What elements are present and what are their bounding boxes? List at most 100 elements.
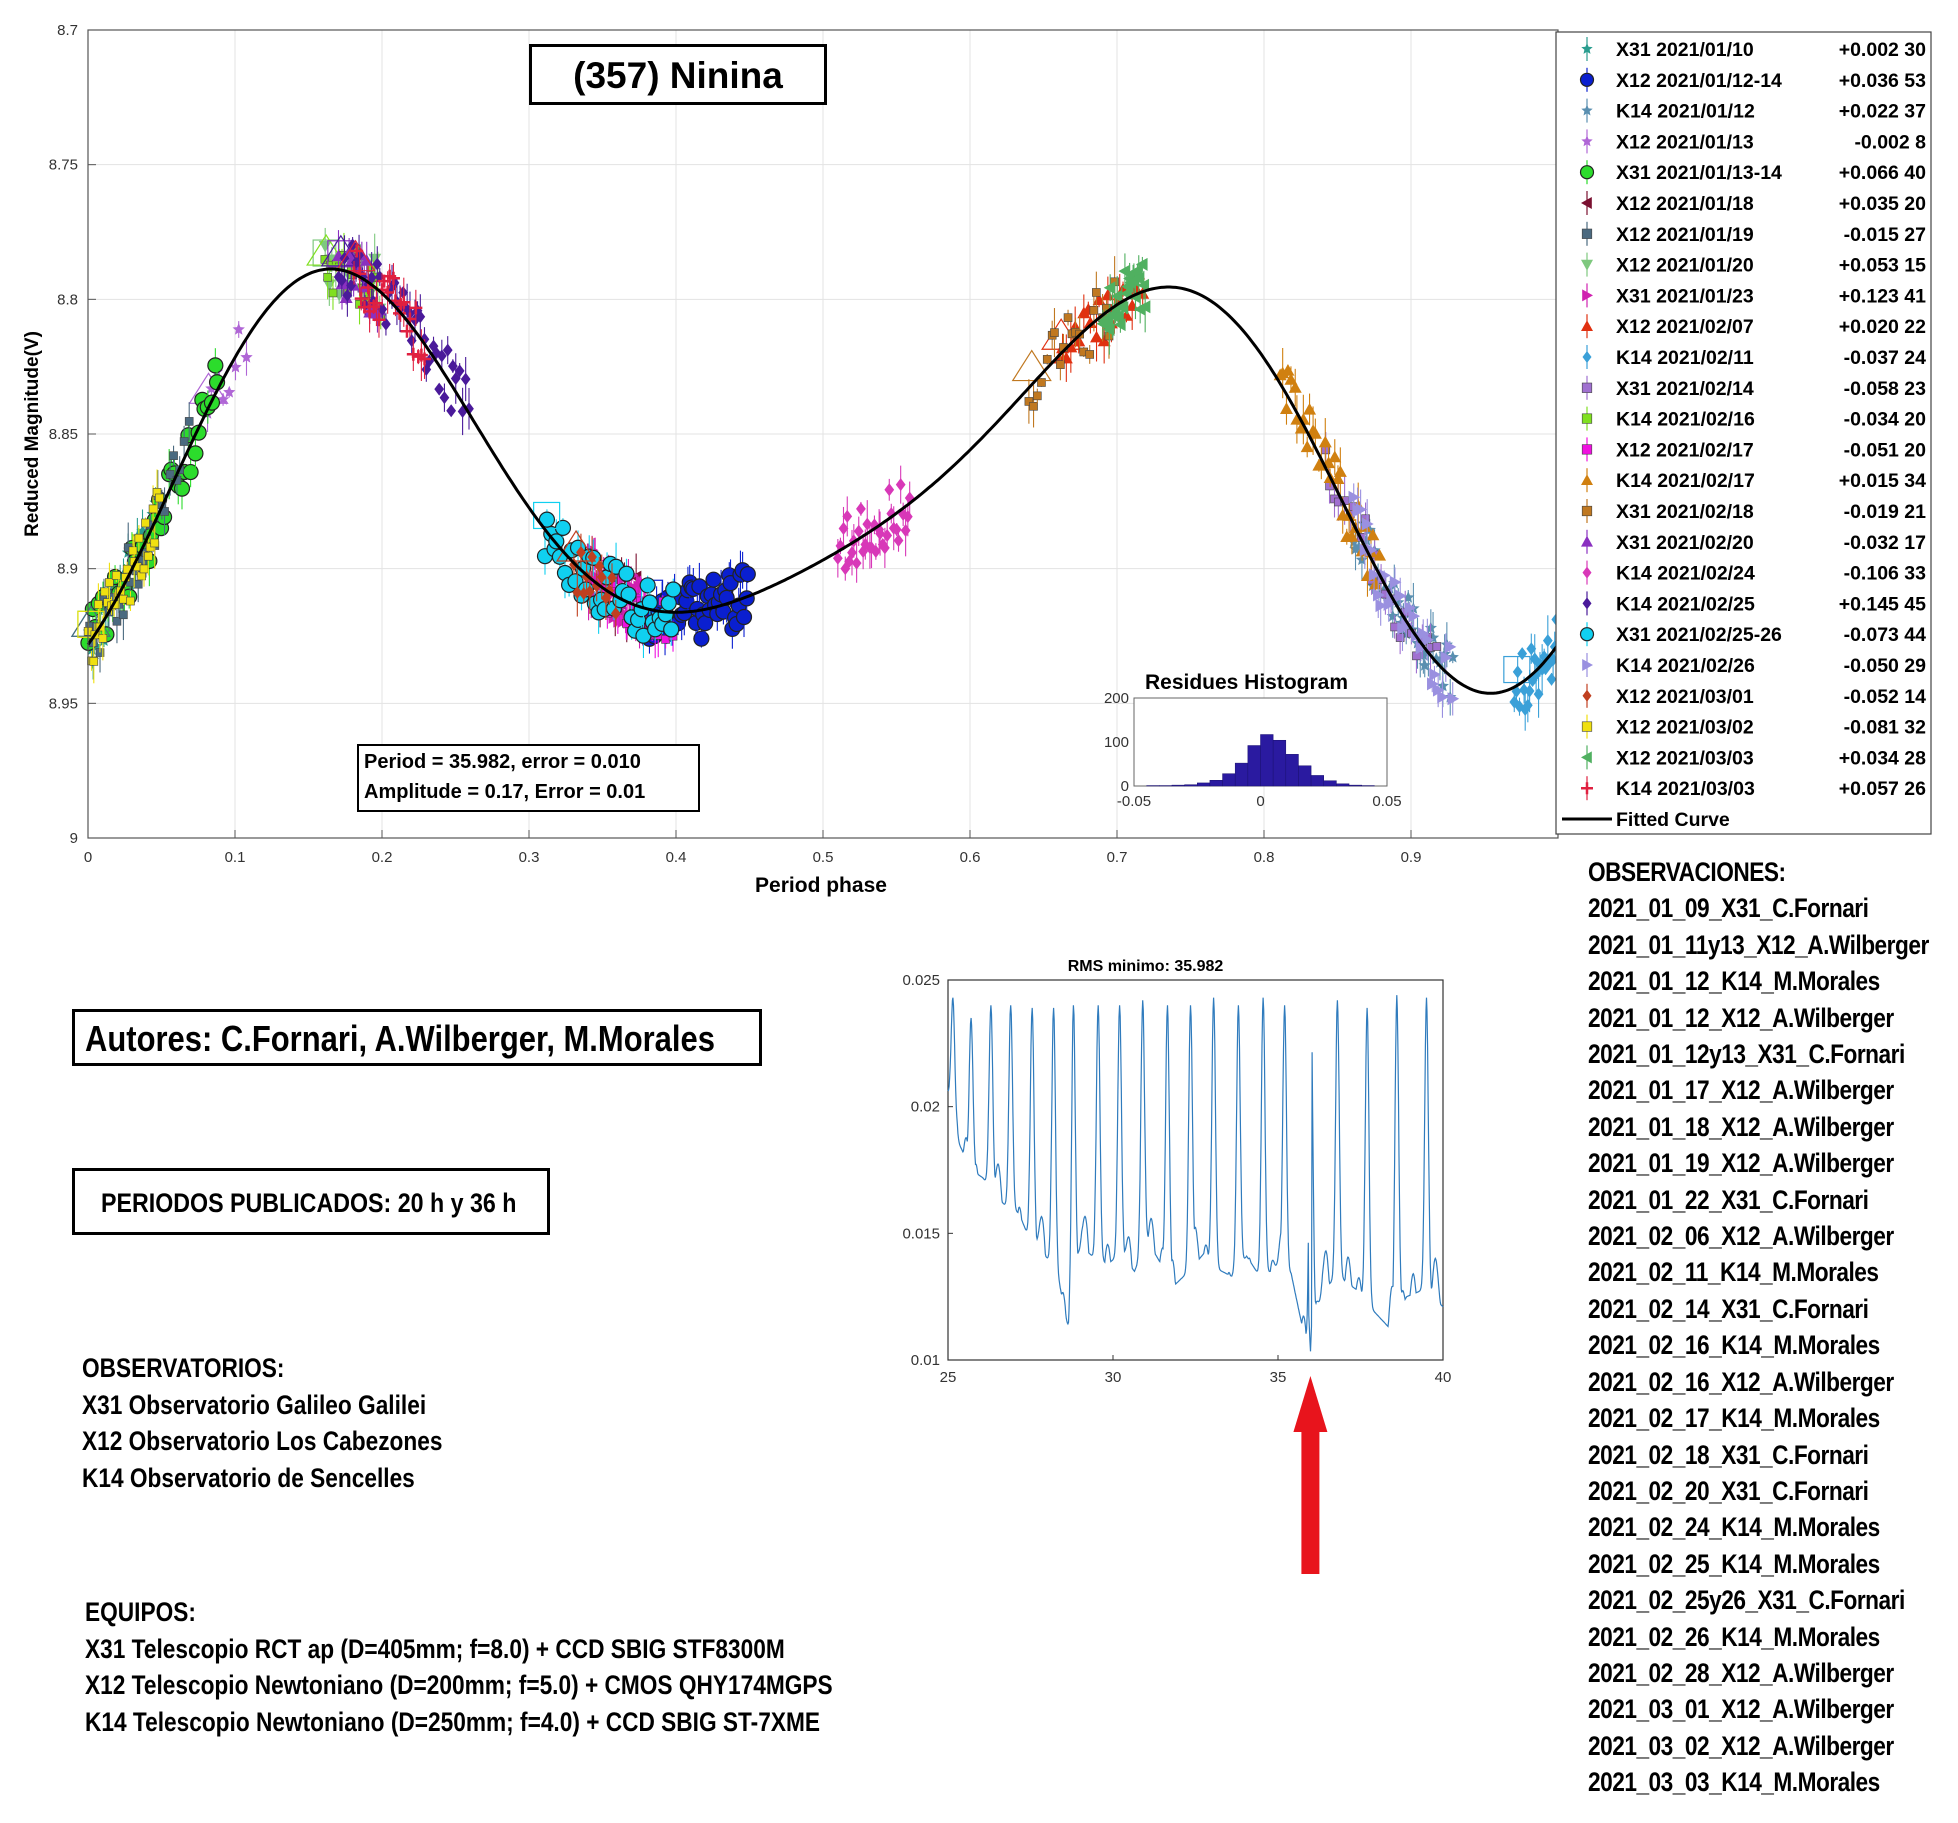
- x-tick-label: 0.1: [225, 849, 246, 866]
- data-point: [180, 438, 188, 446]
- y-tick-label: 8.8: [57, 291, 78, 308]
- observation-line: 2021_01_22_X31_C.Fornari: [1588, 1182, 1929, 1218]
- histogram-bar: [1298, 766, 1311, 786]
- data-point: [134, 580, 142, 588]
- chart-title: (357) Ninina: [532, 55, 824, 97]
- legend-label: K14 2021/02/26: [1616, 655, 1755, 677]
- observation-line: 2021_01_12_X12_A.Wilberger: [1588, 1000, 1929, 1036]
- main-data-points: [72, 228, 1561, 731]
- x-tick-label: 0.3: [519, 849, 540, 866]
- y-tick-label: 8.85: [49, 426, 78, 443]
- data-point: [1056, 361, 1064, 369]
- data-point: [666, 582, 681, 597]
- series-18: [322, 235, 474, 435]
- observatories-title: OBSERVATORIOS:: [82, 1350, 442, 1387]
- y-tick-label: 8.75: [49, 157, 78, 174]
- periodogram-y-tick-label: 0.01: [911, 1352, 940, 1369]
- periodogram-y-tick-label: 0.02: [911, 1099, 940, 1116]
- observation-line: 2021_01_12_K14_M.Morales: [1588, 963, 1929, 999]
- legend-label: X31 2021/01/10: [1616, 39, 1754, 61]
- data-point: [94, 600, 102, 608]
- data-point: [129, 547, 137, 555]
- legend-label: K14 2021/02/24: [1616, 563, 1755, 585]
- data-point: [1429, 668, 1441, 681]
- data-point: [640, 578, 655, 593]
- histogram-bar: [1197, 783, 1210, 786]
- equipment-section: EQUIPOS: X31 Telescopio RCT ap (D=405mm;…: [85, 1594, 975, 1740]
- equipment-line: K14 Telescopio Newtoniano (D=250mm; f=4.…: [85, 1704, 833, 1741]
- legend-label: K14 2021/02/17: [1616, 470, 1755, 492]
- legend-offset: +0.145 45: [1839, 593, 1926, 615]
- histogram-bar: [1273, 740, 1286, 786]
- legend-offset: -0.081 32: [1844, 717, 1927, 739]
- periodogram-x-tick-label: 25: [940, 1369, 957, 1386]
- data-point: [1334, 465, 1347, 477]
- observation-line: 2021_02_11_K14_M.Morales: [1588, 1254, 1929, 1290]
- legend-label: X12 2021/03/02: [1616, 717, 1754, 739]
- data-point: [1433, 643, 1441, 651]
- data-point: [901, 524, 911, 537]
- histogram-bar: [1185, 785, 1198, 786]
- y-tick-label: 8.7: [57, 22, 78, 39]
- period-line: Period = 35.982, error = 0.010: [364, 751, 641, 774]
- observation-line: 2021_02_16_X12_A.Wilberger: [1588, 1364, 1929, 1400]
- legend-label: X31 2021/02/20: [1616, 532, 1754, 554]
- legend-fit-label: Fitted Curve: [1616, 809, 1730, 831]
- legend-label: X31 2021/02/25-26: [1616, 624, 1782, 646]
- observatory-line: X12 Observatorio Los Cabezones: [82, 1423, 442, 1460]
- legend-marker: [1582, 445, 1592, 455]
- observation-line: 2021_02_14_X31_C.Fornari: [1588, 1291, 1929, 1327]
- legend-offset: -0.073 44: [1844, 624, 1927, 646]
- histogram-title: Residues Histogram: [1145, 671, 1348, 694]
- legend-offset: -0.002 8: [1854, 131, 1926, 153]
- x-axis-label: Period phase: [755, 874, 887, 897]
- equipment-line: X12 Telescopio Newtoniano (D=200mm; f=5.…: [85, 1667, 833, 1704]
- legend-offset: -0.034 20: [1844, 409, 1927, 431]
- legend-offset: -0.058 23: [1844, 378, 1927, 400]
- periodogram-x-tick-label: 30: [1105, 1369, 1122, 1386]
- data-point: [894, 534, 904, 547]
- observation-line: 2021_02_17_K14_M.Morales: [1588, 1400, 1929, 1436]
- legend-offset: +0.035 20: [1839, 193, 1926, 215]
- data-point: [329, 289, 337, 297]
- data-point: [170, 452, 178, 460]
- legend-marker: [1582, 414, 1592, 424]
- x-tick-label: 0: [84, 849, 92, 866]
- histogram-x-tick-label: 0.05: [1372, 793, 1401, 810]
- legend-offset: +0.057 26: [1839, 778, 1926, 800]
- observatories-section: OBSERVATORIOS: X31 Observatorio Galileo …: [82, 1350, 511, 1496]
- periodogram-x-tick-label: 35: [1270, 1369, 1287, 1386]
- observation-line: 2021_03_02_X12_A.Wilberger: [1588, 1728, 1929, 1764]
- observation-line: 2021_02_26_K14_M.Morales: [1588, 1619, 1929, 1655]
- x-tick-label: 0.2: [372, 849, 393, 866]
- y-tick-label: 8.95: [49, 695, 78, 712]
- data-point: [740, 567, 755, 582]
- data-point: [324, 273, 332, 281]
- observatory-line: K14 Observatorio de Sencelles: [82, 1460, 442, 1497]
- series-10: [1504, 611, 1561, 731]
- y-axis-label: Reduced Magnitude(V): [22, 331, 43, 537]
- series-17: [833, 466, 915, 583]
- legend-offset: +0.123 41: [1839, 285, 1926, 307]
- legend-offset: -0.051 20: [1844, 439, 1927, 461]
- x-tick-label: 0.9: [1401, 849, 1422, 866]
- data-point: [155, 494, 163, 502]
- night-start-marker: [1013, 351, 1051, 381]
- legend-marker: [1581, 166, 1594, 179]
- legend-offset: +0.020 22: [1839, 316, 1926, 338]
- data-point: [737, 609, 752, 624]
- series-14: [1274, 348, 1386, 597]
- periodogram-x-tick-label: 40: [1435, 1369, 1452, 1386]
- data-point: [319, 241, 332, 253]
- data-point: [185, 417, 193, 425]
- legend-label: X31 2021/01/23: [1616, 285, 1754, 307]
- red-arrow-icon: [1293, 1376, 1327, 1574]
- histogram-bar: [1261, 735, 1274, 786]
- data-point: [619, 566, 634, 581]
- equipment-title: EQUIPOS:: [85, 1594, 833, 1631]
